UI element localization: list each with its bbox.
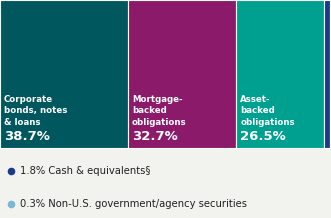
Text: Mortgage-
backed
obligations: Mortgage- backed obligations bbox=[132, 95, 187, 127]
Text: 32.7%: 32.7% bbox=[132, 130, 178, 143]
Text: 38.7%: 38.7% bbox=[4, 130, 50, 143]
Bar bbox=[330, 0, 331, 148]
Bar bbox=[324, 0, 330, 148]
Bar bbox=[236, 0, 324, 148]
Text: Corporate
bonds, notes
& loans: Corporate bonds, notes & loans bbox=[4, 95, 67, 127]
Text: 26.5%: 26.5% bbox=[240, 130, 286, 143]
Text: Asset-
backed
obligations: Asset- backed obligations bbox=[240, 95, 295, 127]
Bar bbox=[0, 0, 128, 148]
Text: 0.3% Non-U.S. government/agency securities: 0.3% Non-U.S. government/agency securiti… bbox=[20, 199, 247, 209]
Text: 1.8% Cash & equivalents§: 1.8% Cash & equivalents§ bbox=[20, 166, 151, 176]
Bar bbox=[128, 0, 236, 148]
